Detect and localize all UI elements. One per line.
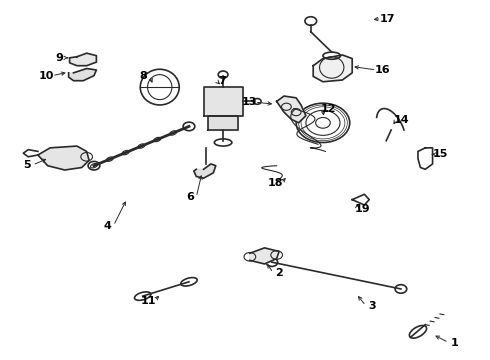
Polygon shape: [250, 248, 279, 264]
Polygon shape: [38, 146, 89, 170]
Polygon shape: [69, 68, 97, 81]
Text: 17: 17: [380, 14, 395, 23]
Text: 10: 10: [39, 71, 54, 81]
Text: 6: 6: [187, 192, 195, 202]
Polygon shape: [313, 55, 352, 82]
Text: 5: 5: [23, 160, 30, 170]
Text: 15: 15: [433, 149, 448, 159]
Text: 8: 8: [140, 71, 147, 81]
Text: 7: 7: [218, 76, 226, 86]
Text: 16: 16: [374, 65, 390, 75]
Text: 2: 2: [275, 268, 283, 278]
Polygon shape: [277, 96, 306, 123]
Text: 1: 1: [451, 338, 458, 347]
Text: 4: 4: [104, 221, 112, 231]
Text: 18: 18: [268, 178, 283, 188]
Polygon shape: [203, 87, 243, 116]
Text: 12: 12: [321, 104, 337, 114]
Text: 3: 3: [368, 301, 375, 311]
Polygon shape: [208, 116, 238, 130]
Text: 13: 13: [241, 97, 257, 107]
Polygon shape: [194, 164, 216, 178]
Polygon shape: [70, 53, 97, 66]
Text: 11: 11: [141, 296, 156, 306]
Text: 19: 19: [355, 204, 371, 214]
Text: 14: 14: [394, 115, 410, 125]
Text: 9: 9: [55, 53, 63, 63]
